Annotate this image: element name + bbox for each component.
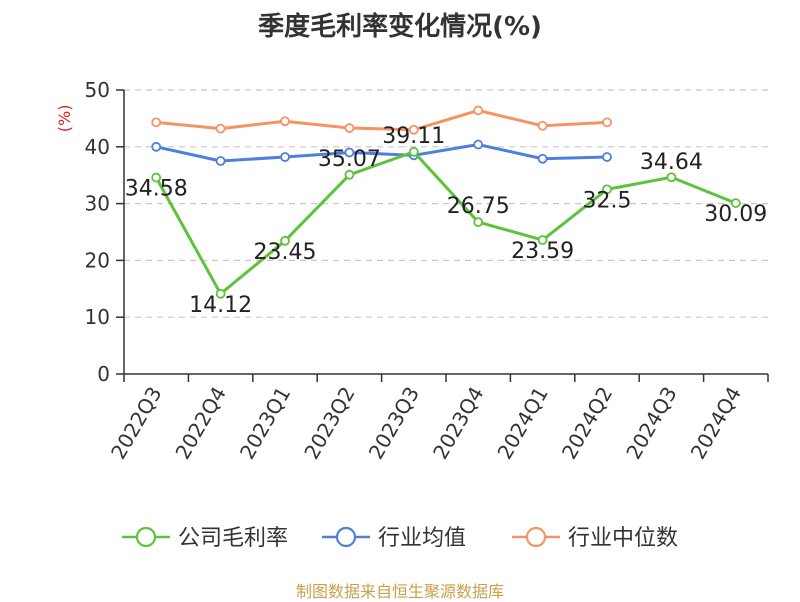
data-point: [280, 116, 290, 127]
x-tick-label: 2023Q3: [364, 383, 424, 464]
y-tick-label: 0: [97, 362, 110, 386]
data-point: [473, 105, 484, 116]
series-lines: [151, 105, 741, 299]
gridlines: [124, 89, 768, 318]
legend-label: 行业中位数: [568, 526, 678, 551]
data-point: [473, 139, 484, 150]
data-point: [151, 117, 162, 128]
legend-swatch-marker: [525, 526, 547, 548]
data-label: 34.64: [640, 150, 703, 175]
data-point: [344, 169, 355, 180]
data-point: [151, 141, 162, 152]
data-label: 23.45: [254, 240, 317, 265]
y-tick-label: 30: [85, 192, 110, 216]
data-label: 23.59: [511, 239, 574, 264]
series-line: [155, 143, 608, 163]
y-tick-label: 20: [85, 248, 110, 272]
legend-swatch-marker: [335, 526, 357, 548]
data-point: [151, 172, 162, 183]
data-label: 35.07: [318, 147, 381, 172]
data-point: [408, 124, 419, 135]
data-point: [537, 235, 548, 245]
x-tick-label: 2024Q1: [492, 383, 552, 464]
data-point: [666, 172, 677, 183]
data-label: 32.5: [583, 188, 632, 213]
legend-label: 公司毛利率: [178, 526, 288, 551]
data-label: 14.12: [189, 293, 252, 318]
data-point: [473, 217, 484, 227]
data-point: [344, 147, 355, 158]
chart-title: 季度毛利率变化情况(%): [258, 12, 542, 42]
legend-swatch-marker: [135, 526, 157, 548]
data-point: [344, 123, 355, 133]
y-tick-label: 50: [85, 78, 110, 102]
series-line: [154, 150, 737, 296]
data-point: [602, 152, 612, 162]
x-tick-label: 2023Q1: [235, 383, 295, 464]
source-note: 制图数据来自恒生聚源数据库: [295, 582, 504, 601]
data-label: 34.58: [125, 177, 188, 202]
x-tick-label: 2024Q4: [686, 383, 746, 464]
x-tick-label: 2022Q4: [170, 383, 230, 464]
series-line: [156, 108, 608, 132]
x-tick-label: 2022Q3: [106, 383, 166, 464]
data-point: [280, 152, 290, 162]
legend-label: 行业均值: [378, 526, 466, 551]
data-point: [215, 288, 226, 299]
data-label: 30.09: [704, 202, 767, 227]
y-tick-label: 10: [85, 305, 110, 329]
data-point: [280, 235, 290, 246]
y-axis-label: (%): [55, 105, 74, 133]
data-point: [537, 120, 548, 131]
data-label: 26.75: [447, 194, 510, 219]
x-tick-label: 2023Q2: [299, 383, 359, 464]
data-point: [215, 123, 226, 134]
data-point: [602, 117, 612, 128]
data-point: [730, 198, 741, 208]
y-tick-label: 40: [85, 135, 110, 159]
data-point: [215, 156, 226, 166]
x-tick-label: 2024Q3: [621, 383, 681, 464]
legend: 公司毛利率 行业均值 行业中位数: [122, 526, 678, 551]
data-label: 39.11: [382, 124, 445, 149]
x-tick-label: 2023Q4: [428, 383, 488, 464]
data-point: [408, 146, 419, 157]
x-tick-label: 2024Q2: [557, 383, 617, 464]
data-point: [602, 184, 612, 195]
data-point: [537, 153, 548, 164]
